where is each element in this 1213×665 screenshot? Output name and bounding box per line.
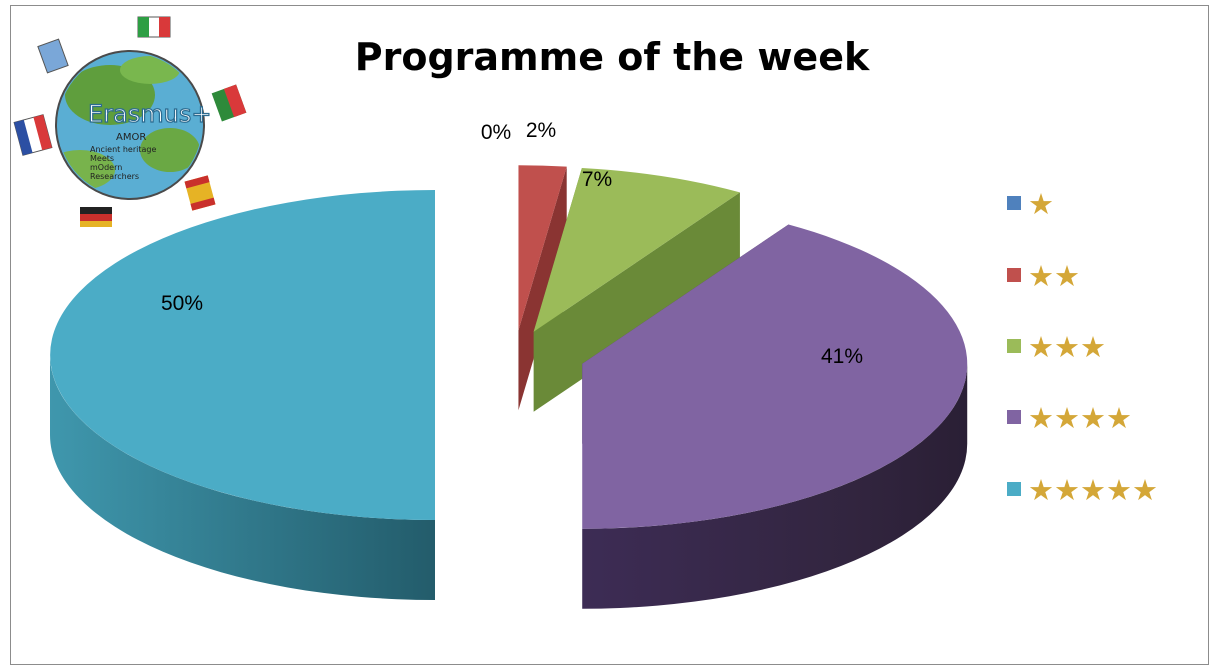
data-label-2-stars: 2% xyxy=(526,119,556,142)
pie-slice-3-stars xyxy=(533,168,740,412)
legend: ★ ★★ ★★★ ★★★★ ★★★★★ xyxy=(1007,187,1158,507)
logo-line-3: mOdern xyxy=(90,163,122,172)
logo-line-2: Meets xyxy=(90,154,114,163)
logo-sub: AMOR xyxy=(116,132,146,143)
data-label-5-stars: 50% xyxy=(161,292,203,315)
pie-slices xyxy=(50,165,968,609)
legend-swatch xyxy=(1007,196,1021,210)
pie-slice-5-stars xyxy=(50,190,436,600)
data-label-3-stars: 7% xyxy=(582,168,612,191)
data-label-4-stars: 41% xyxy=(821,345,863,368)
erasmus-logo: Erasmus+ AMOR Ancient heritage Meets mOd… xyxy=(13,16,247,227)
data-label-1-star: 0% xyxy=(481,121,511,144)
legend-swatch xyxy=(1007,339,1021,353)
legend-item-1-star: ★ xyxy=(1007,187,1054,221)
legend-swatch xyxy=(1007,268,1021,282)
legend-label: ★★★ xyxy=(1028,330,1106,364)
logo-text: Erasmus+ xyxy=(88,100,211,128)
legend-label: ★★★★★ xyxy=(1028,473,1158,507)
legend-label: ★ xyxy=(1028,187,1054,221)
legend-item-3-stars: ★★★ xyxy=(1007,330,1106,364)
logo-line-1: Ancient heritage xyxy=(90,145,156,154)
legend-item-2-stars: ★★ xyxy=(1007,259,1080,293)
logo-line-4: Researchers xyxy=(90,172,139,181)
chart-title: Programme of the week xyxy=(355,35,870,79)
pie-slice-2-stars xyxy=(518,165,567,411)
pie-slice-4-stars xyxy=(582,224,968,609)
legend-item-4-stars: ★★★★ xyxy=(1007,401,1132,435)
legend-item-5-stars: ★★★★★ xyxy=(1007,473,1158,507)
legend-swatch xyxy=(1007,482,1021,496)
legend-swatch xyxy=(1007,410,1021,424)
legend-label: ★★ xyxy=(1028,259,1080,293)
legend-label: ★★★★ xyxy=(1028,401,1132,435)
